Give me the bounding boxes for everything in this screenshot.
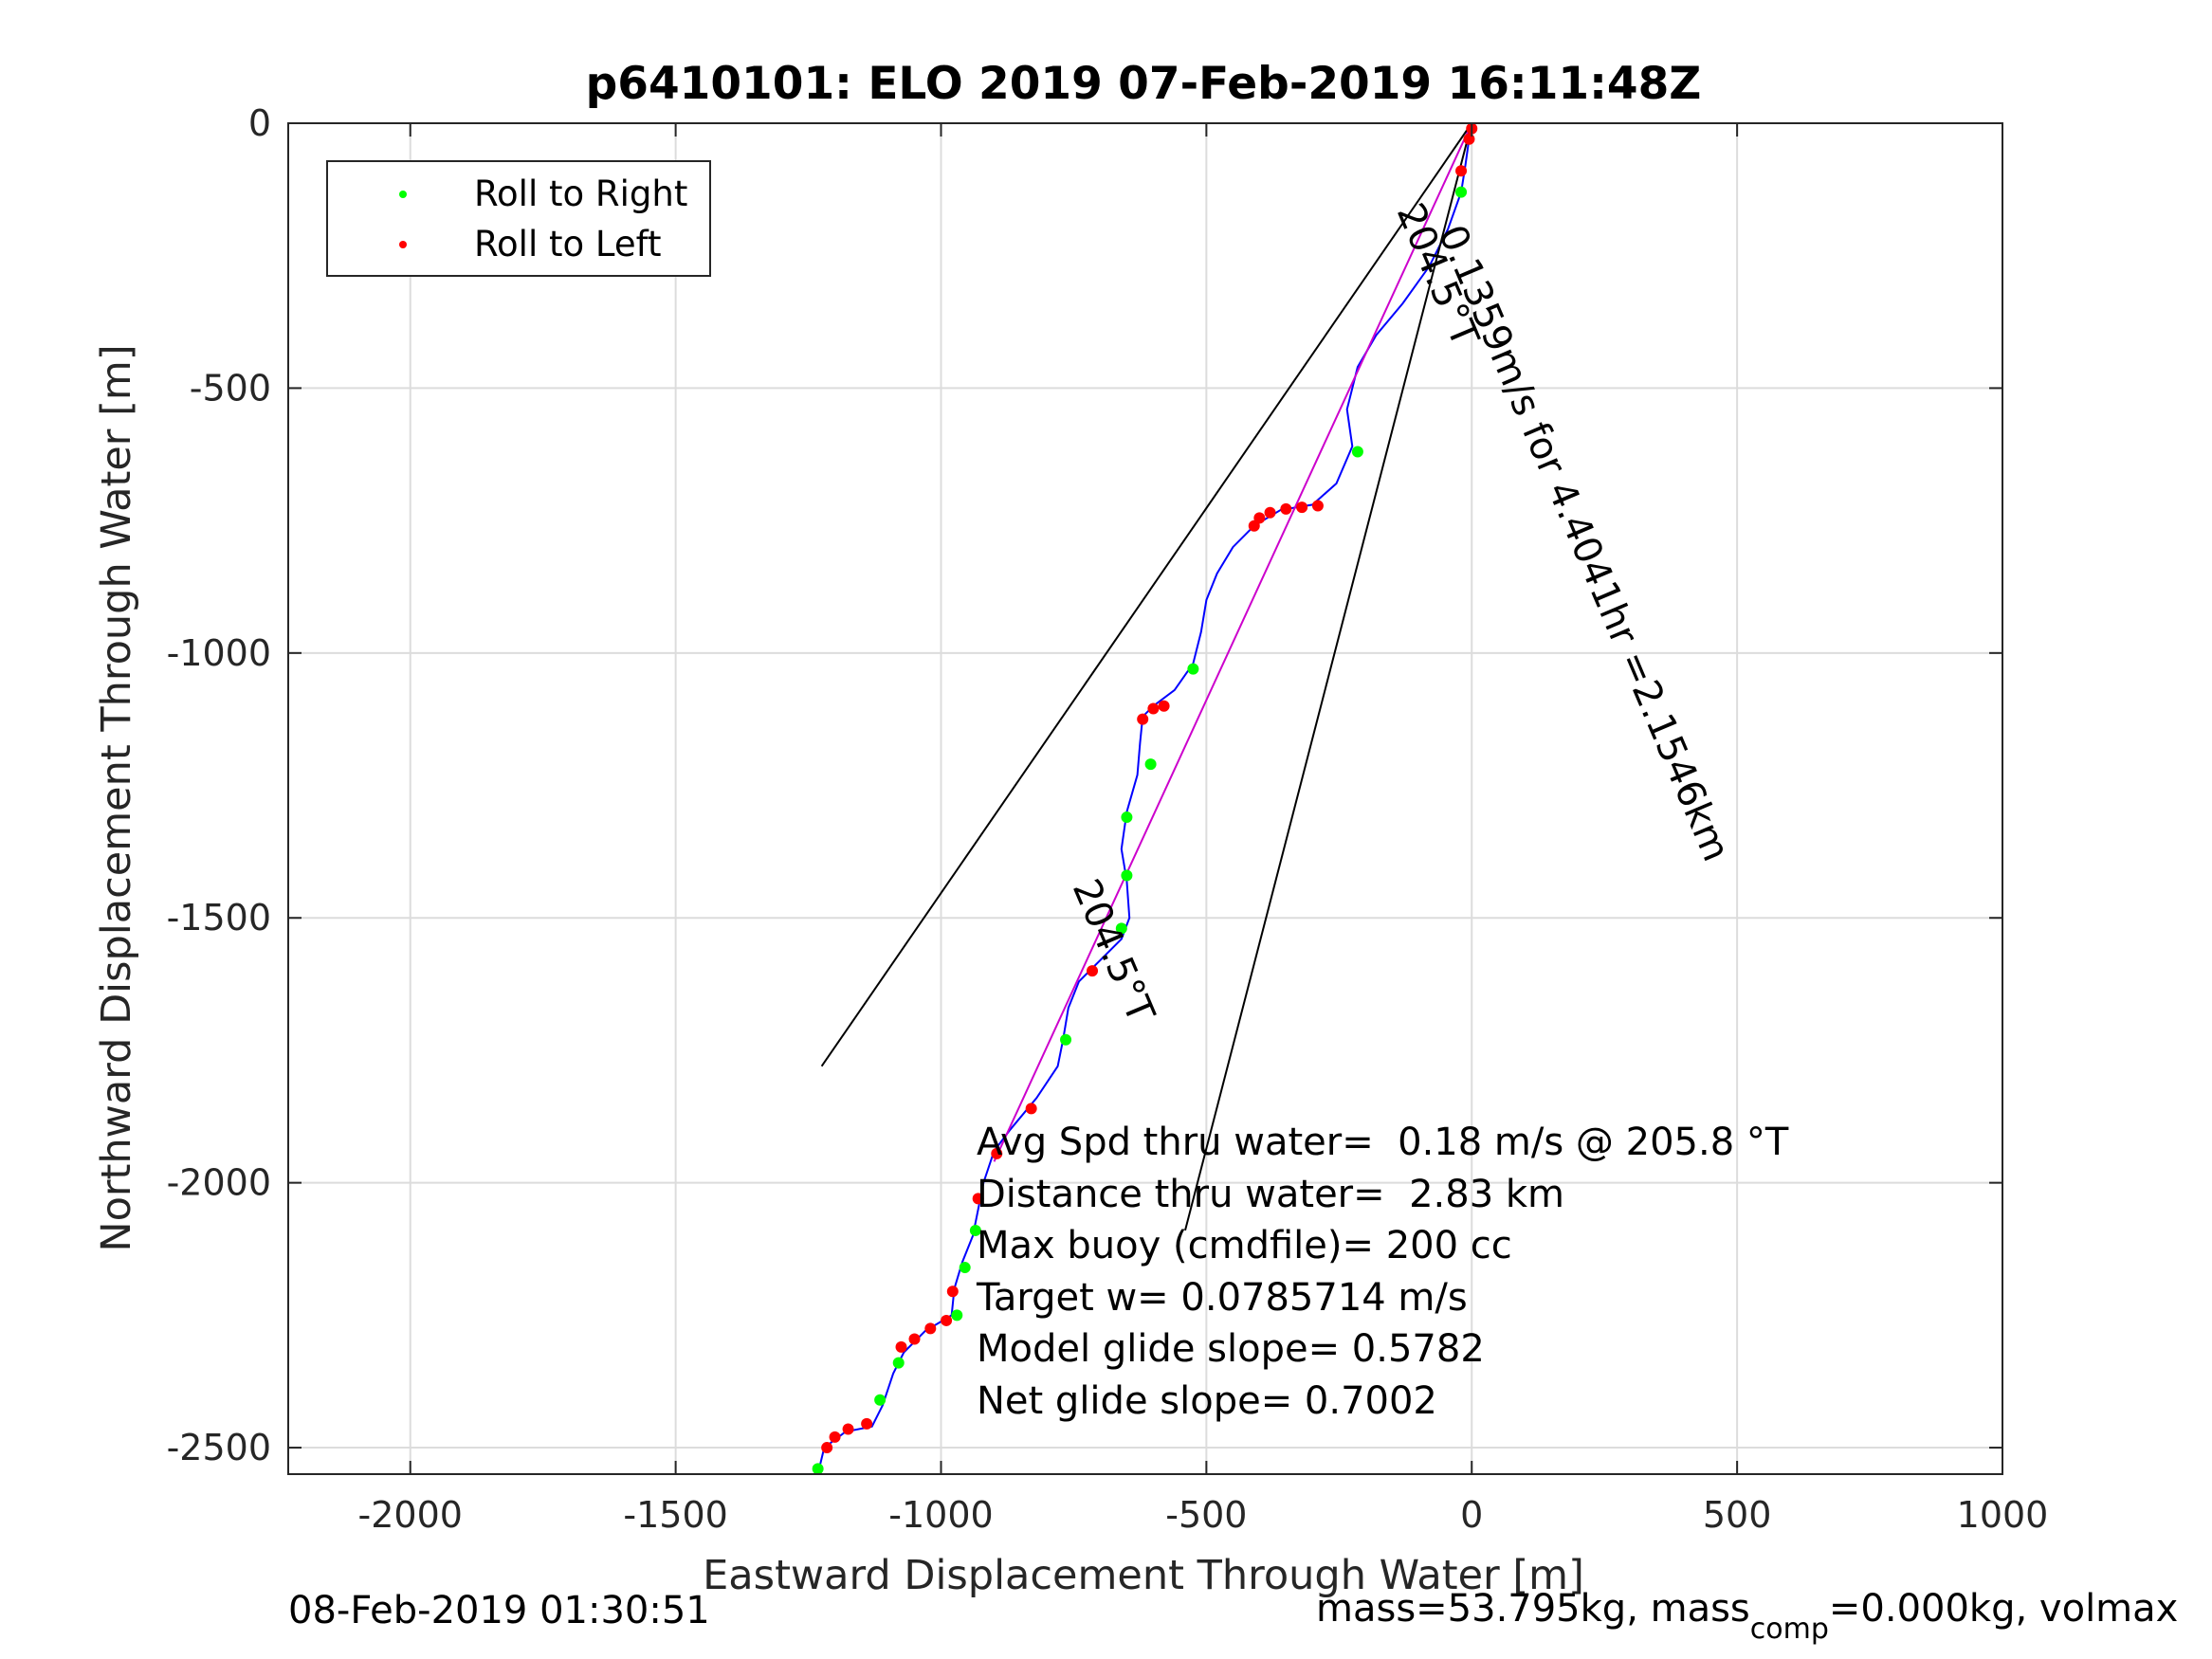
roll-to-right-point: [959, 1262, 971, 1274]
y-tick-label: 0: [248, 102, 271, 144]
roll-to-right-point: [1060, 1033, 1072, 1046]
roll-to-right-point: [1187, 663, 1199, 675]
footer-mass-prefix: mass=53.795kg, mass: [1316, 1587, 1750, 1631]
roll-to-left-point: [1087, 965, 1099, 977]
roll-to-left-point: [1137, 713, 1149, 725]
legend-marker-roll-left: [399, 241, 407, 248]
roll-to-left-point: [895, 1340, 907, 1353]
roll-to-left-point: [1264, 506, 1276, 519]
target-w-text: Target w= 0.0785714 m/s: [976, 1276, 1468, 1320]
roll-to-left-point: [821, 1442, 833, 1454]
roll-to-left-point: [1311, 500, 1324, 512]
heading-ray-left: [820, 122, 1473, 1067]
roll-to-left-point: [1463, 133, 1475, 145]
roll-to-left-point: [829, 1431, 841, 1443]
roll-to-left-point: [1455, 165, 1468, 177]
roll-to-left-point: [861, 1417, 873, 1430]
max-buoy-text: Max buoy (cmdfile)= 200 cc: [977, 1224, 1512, 1267]
footer-timestamp: 08-Feb-2019 01:30:51: [288, 1589, 710, 1632]
roll-to-left-point: [1280, 502, 1292, 515]
roll-to-right-point: [892, 1357, 905, 1369]
x-axis-title: Eastward Displacement Through Water [m]: [703, 1552, 1584, 1599]
x-tick-label: -500: [1165, 1494, 1247, 1536]
stats-block: Avg Spd thru water= 0.18 m/s @ 205.8 °T …: [976, 1121, 1789, 1423]
roll-to-right-point: [812, 1463, 824, 1475]
roll-to-right-point: [1121, 811, 1133, 824]
roll-to-right-point: [1121, 869, 1133, 882]
roll-to-right-point: [1455, 186, 1468, 198]
x-tick-label: -2000: [358, 1494, 463, 1536]
x-tick-label: 1000: [1957, 1494, 2049, 1536]
roll-to-left-point: [941, 1314, 953, 1326]
roll-to-right-point: [951, 1309, 963, 1322]
legend-box: [326, 160, 711, 277]
grid: [288, 122, 2003, 1474]
footer-mass-suffix: =0.000kg, volmax: [1829, 1587, 2178, 1631]
glider-track-line: [816, 122, 1473, 1475]
x-tick-label: -1000: [888, 1494, 993, 1536]
mean-heading-line: [993, 122, 1473, 1162]
roll-to-right-point: [1115, 922, 1127, 935]
legend: Roll to Right Roll to Left: [326, 160, 711, 277]
net-glide-slope-text: Net glide slope= 0.7002: [977, 1379, 1437, 1423]
model-glide-slope-text: Model glide slope= 0.5782: [977, 1327, 1485, 1371]
roll-to-left-point: [1248, 520, 1260, 532]
y-tick-label: -2000: [167, 1162, 271, 1204]
roll-to-right-point: [874, 1394, 887, 1406]
heading-ray-right: [1184, 122, 1473, 1231]
x-tick-label: -1500: [623, 1494, 727, 1536]
speed-distance-annotation: 0.1359m/s for 4.4041hr =2.1546km: [1430, 219, 1738, 867]
x-tick-label: 0: [1460, 1494, 1483, 1536]
y-tick-label: -500: [190, 367, 271, 409]
chart-title: p6410101: ELO 2019 07-Feb-2019 16:11:48Z: [586, 58, 1702, 110]
legend-label-roll-left: Roll to Left: [474, 224, 662, 264]
x-tick-label: 500: [1703, 1494, 1772, 1536]
y-tick-label: -2500: [167, 1427, 271, 1468]
roll-to-left-point: [991, 1147, 1003, 1159]
roll-to-left-point: [1025, 1103, 1037, 1115]
roll-to-right-point: [1144, 758, 1157, 771]
roll-to-left-point: [924, 1322, 937, 1335]
roll-to-left-point: [946, 1285, 959, 1298]
roll-to-left-point: [1147, 702, 1160, 715]
heading-annotation-lower: 204.5°T: [1064, 873, 1163, 1030]
series-layer: [812, 122, 1478, 1475]
distance-text: Distance thru water= 2.83 km: [977, 1173, 1564, 1216]
roll-to-left-point: [1296, 501, 1308, 514]
plot-area-border: [287, 122, 2003, 1475]
avg-speed-text: Avg Spd thru water= 0.18 m/s @ 205.8 °T: [977, 1121, 1789, 1164]
y-tick-label: -1000: [167, 632, 271, 674]
footer-mass-info: mass=53.795kg, masscomp=0.000kg, volmax: [1316, 1587, 2178, 1646]
ticks: -2000 -1500 -1000 -500 0 500 1000 0 -500 -1000 -15…: [167, 102, 2049, 1536]
y-axis-title: Northward Displacement Through Water [m]: [93, 344, 140, 1251]
roll-to-left-point: [842, 1423, 854, 1435]
footer-mass-subscript: comp: [1750, 1613, 1829, 1646]
legend-label-roll-right: Roll to Right: [474, 173, 687, 214]
roll-to-left-point: [1158, 700, 1170, 712]
roll-to-left-point: [972, 1193, 984, 1205]
y-tick-label: -1500: [167, 897, 271, 939]
roll-to-right-point: [1351, 446, 1363, 458]
legend-marker-roll-right: [399, 191, 407, 198]
roll-to-left-point: [908, 1333, 921, 1345]
roll-to-right-point: [969, 1224, 981, 1236]
